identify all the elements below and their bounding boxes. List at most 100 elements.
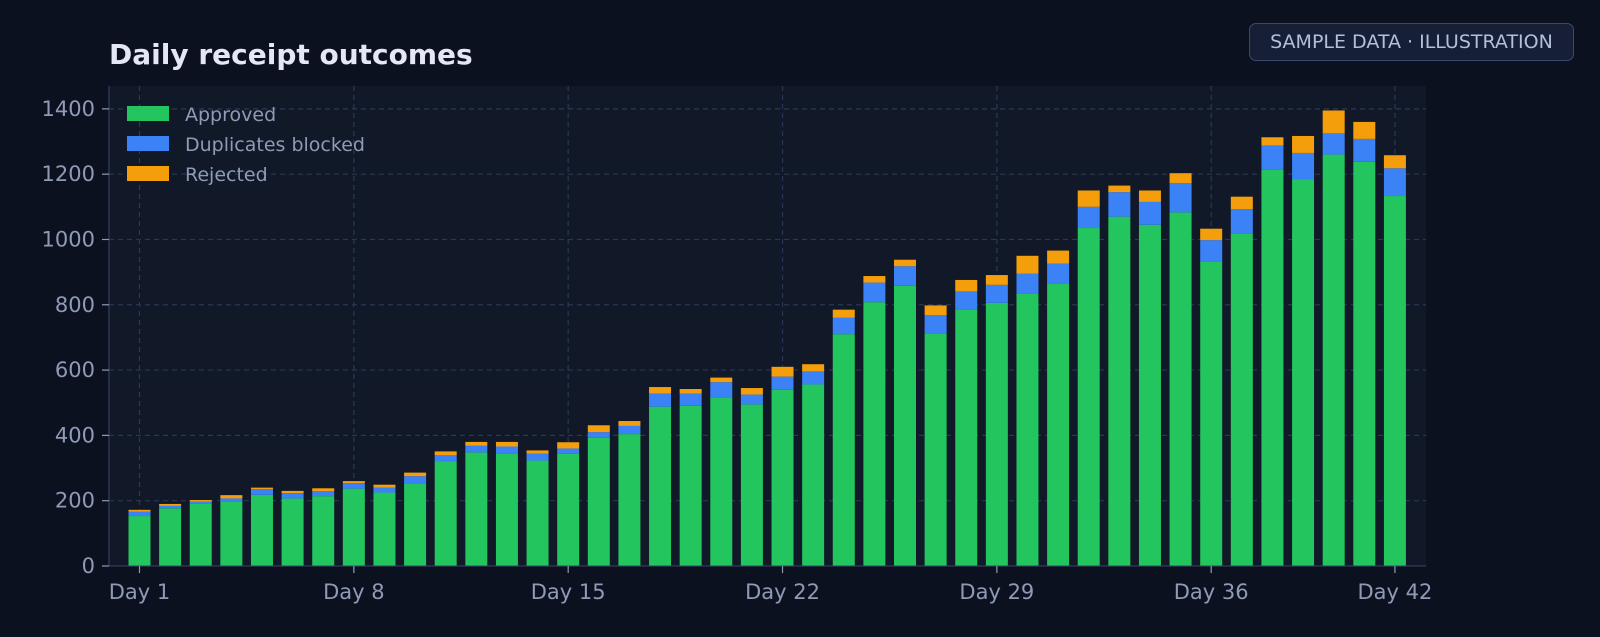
bar-rejected (1016, 255, 1039, 274)
bar-rejected (587, 425, 610, 433)
bar-rejected (495, 441, 518, 447)
bar-rejected (618, 421, 641, 426)
bar-rejected (404, 472, 427, 477)
bar-duplicates-blocked (894, 266, 916, 286)
sample-data-badge: SAMPLE DATA · ILLUSTRATION (1249, 23, 1574, 61)
bar-duplicates-blocked (342, 483, 365, 489)
bar-rejected (281, 490, 304, 494)
bar-approved (1016, 293, 1039, 566)
bars (128, 110, 1406, 567)
bar-duplicates-blocked (1016, 273, 1039, 294)
bar-duplicates-blocked (1138, 201, 1161, 225)
bar-rejected (924, 305, 947, 316)
bar-approved (342, 488, 365, 566)
bar-rejected (220, 495, 243, 499)
bar-duplicates-blocked (1322, 133, 1345, 155)
bar-approved (250, 494, 273, 566)
bar-approved (1108, 216, 1131, 566)
bar-duplicates-blocked (373, 487, 396, 493)
bar-duplicates-blocked (434, 455, 457, 462)
bar-approved (1353, 161, 1376, 566)
bar-approved (710, 397, 733, 566)
bar-rejected (1230, 196, 1253, 210)
bar-rejected (128, 509, 151, 512)
bar-duplicates-blocked (189, 501, 212, 504)
bar-approved (1322, 154, 1345, 567)
y-tick-label: 800 (55, 293, 95, 317)
bar-approved (1047, 283, 1070, 566)
bar-duplicates-blocked (465, 445, 488, 453)
x-tick-label: Day 22 (745, 580, 820, 604)
y-tick-label: 0 (82, 554, 95, 578)
bar-duplicates-blocked (802, 371, 825, 385)
bar-duplicates-blocked (1200, 240, 1223, 262)
bar-rejected (894, 259, 916, 267)
bar-rejected (802, 364, 825, 372)
y-tick-label: 1200 (42, 162, 95, 186)
bar-rejected (342, 481, 365, 484)
bar-rejected (649, 387, 672, 394)
bar-duplicates-blocked (1292, 152, 1315, 180)
bar-rejected (710, 377, 733, 383)
bar-duplicates-blocked (1383, 168, 1406, 197)
bar-rejected (832, 309, 855, 318)
bar-approved (220, 501, 243, 566)
bar-duplicates-blocked (557, 448, 580, 454)
bar-approved (771, 389, 794, 566)
bar-rejected (740, 388, 763, 395)
bar-rejected (679, 389, 702, 394)
bar-rejected (373, 484, 396, 488)
bar-duplicates-blocked (404, 476, 427, 484)
bar-approved (1200, 261, 1223, 566)
legend-label: Approved (185, 104, 276, 126)
bar-approved (924, 333, 947, 566)
x-tick-label: Day 42 (1357, 580, 1432, 604)
bar-approved (832, 334, 855, 566)
bar-approved (312, 496, 335, 566)
bar-approved (740, 404, 763, 566)
bar-duplicates-blocked (281, 493, 304, 499)
bar-rejected (557, 442, 580, 449)
bar-approved (985, 302, 1008, 566)
bar-duplicates-blocked (220, 498, 243, 502)
bar-approved (679, 405, 702, 566)
bar-duplicates-blocked (710, 382, 733, 398)
bar-rejected (1077, 190, 1100, 207)
bar-approved (802, 384, 825, 566)
bar-duplicates-blocked (1047, 263, 1070, 284)
bar-rejected (1353, 121, 1376, 139)
y-tick-label: 1400 (42, 97, 95, 121)
bar-duplicates-blocked (649, 393, 672, 407)
bar-approved (281, 498, 304, 566)
x-tick-label: Day 15 (531, 580, 606, 604)
bar-rejected (1261, 137, 1284, 146)
bar-duplicates-blocked (832, 317, 855, 335)
bar-rejected (1322, 110, 1345, 134)
bar-approved (495, 453, 518, 566)
bar-approved (373, 492, 396, 566)
bar-approved (618, 434, 641, 566)
bar-rejected (312, 488, 335, 492)
bar-duplicates-blocked (924, 315, 947, 334)
y-tick-label: 200 (55, 489, 95, 513)
bar-rejected (863, 276, 886, 283)
bar-duplicates-blocked (1353, 138, 1376, 162)
bar-rejected (1138, 190, 1161, 202)
bar-duplicates-blocked (955, 291, 978, 310)
bar-approved (1077, 228, 1100, 566)
bar-duplicates-blocked (1108, 192, 1131, 217)
bar-approved (1383, 196, 1406, 566)
bar-approved (434, 461, 457, 566)
bar-duplicates-blocked (1077, 206, 1100, 229)
bar-duplicates-blocked (985, 284, 1008, 303)
bar-rejected (465, 441, 488, 446)
x-tick-label: Day 36 (1174, 580, 1249, 604)
bar-approved (526, 460, 549, 566)
legend-swatch (127, 166, 169, 181)
bar-duplicates-blocked (495, 446, 518, 454)
bar-duplicates-blocked (526, 453, 549, 461)
bar-rejected (1108, 185, 1131, 193)
bar-rejected (985, 275, 1008, 285)
bar-approved (404, 483, 427, 566)
